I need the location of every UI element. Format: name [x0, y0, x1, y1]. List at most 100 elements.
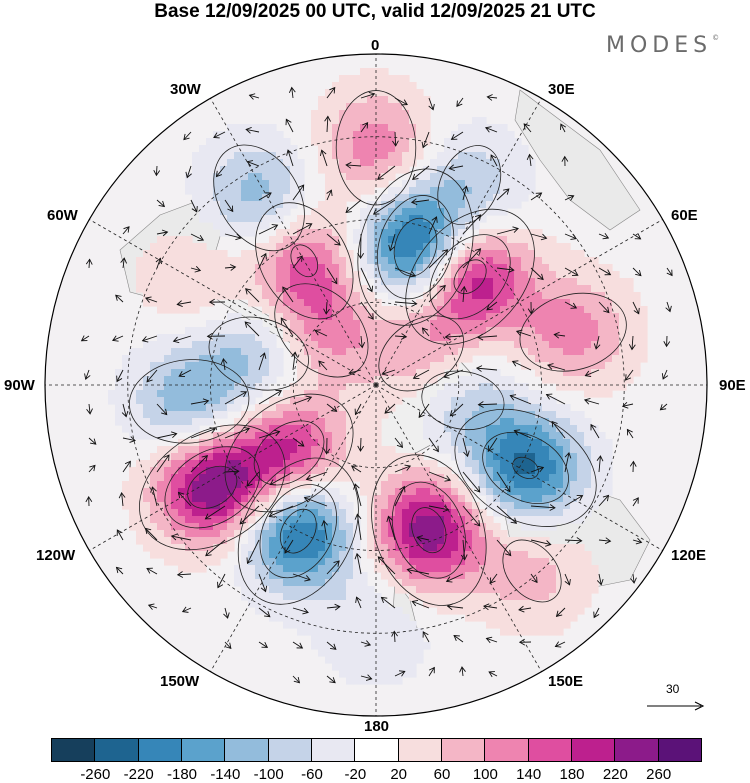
field-cell: [262, 341, 270, 349]
field-cell: [416, 537, 424, 545]
field-cell: [472, 446, 480, 454]
field-cell: [458, 376, 466, 384]
field-cell: [458, 201, 466, 209]
field-cell: [346, 89, 354, 97]
field-cell: [290, 236, 298, 244]
wind-vector-head: [115, 294, 122, 301]
field-cell: [339, 425, 347, 433]
wind-vector-head: [409, 271, 417, 278]
wind-vector-shaft: [417, 536, 430, 541]
field-cell: [500, 208, 508, 216]
field-cell: [199, 250, 207, 258]
field-cell: [381, 250, 389, 258]
wind-vector-shaft: [413, 369, 430, 379]
field-cell: [248, 418, 256, 426]
field-cell: [423, 222, 431, 230]
field-cell: [542, 425, 550, 433]
field-cell: [290, 341, 298, 349]
field-cell: [360, 236, 368, 244]
field-cell: [486, 236, 494, 244]
field-cell: [171, 306, 179, 314]
field-cell: [339, 313, 347, 321]
wind-vector-shaft: [222, 358, 226, 371]
field-cell: [157, 292, 165, 300]
field-cell: [577, 369, 585, 377]
field-cell: [598, 467, 606, 475]
field-cell: [402, 572, 410, 580]
field-cell: [584, 376, 592, 384]
field-cell: [199, 187, 207, 195]
field-cell: [171, 292, 179, 300]
wind-vector-head: [441, 249, 449, 256]
field-cell: [360, 453, 368, 461]
field-cell: [157, 474, 165, 482]
field-cell: [381, 390, 389, 398]
field-cell: [367, 145, 375, 153]
field-cell: [409, 320, 417, 328]
field-cell: [311, 229, 319, 237]
field-cell: [150, 383, 158, 391]
field-cell: [339, 306, 347, 314]
field-cell: [556, 250, 564, 258]
field-cell: [122, 369, 130, 377]
field-cell: [353, 320, 361, 328]
wind-vector-shaft: [518, 607, 532, 611]
field-cell: [381, 495, 389, 503]
field-cell: [612, 362, 620, 370]
field-cell: [500, 586, 508, 594]
field-cell: [535, 551, 543, 559]
wind-vector-head: [474, 486, 481, 493]
field-cell: [514, 628, 522, 636]
field-cell: [444, 544, 452, 552]
field-cell: [297, 565, 305, 573]
field-cell: [248, 593, 256, 601]
field-cell: [521, 502, 529, 510]
field-cell: [549, 327, 557, 335]
field-cell: [430, 250, 438, 258]
field-cell: [500, 425, 508, 433]
field-cell: [570, 285, 578, 293]
field-cell: [451, 432, 459, 440]
field-cell: [374, 159, 382, 167]
wind-vector-shaft: [560, 123, 566, 133]
field-cell: [157, 481, 165, 489]
field-cell: [444, 509, 452, 517]
field-cell: [486, 530, 494, 538]
field-cell: [577, 432, 585, 440]
wind-vector-shaft: [190, 267, 201, 272]
field-cell: [598, 481, 606, 489]
field-cell: [227, 257, 235, 265]
field-cell: [325, 600, 333, 608]
field-cell: [556, 264, 564, 272]
field-cell: [381, 334, 389, 342]
field-cell: [521, 551, 529, 559]
field-cell: [465, 397, 473, 405]
field-cell: [493, 621, 501, 629]
field-cell: [297, 558, 305, 566]
field-cell: [360, 152, 368, 160]
field-cell: [556, 432, 564, 440]
field-cell: [430, 236, 438, 244]
field-cell: [178, 523, 186, 531]
field-cell: [437, 313, 445, 321]
field-cell: [556, 299, 564, 307]
field-cell: [570, 502, 578, 510]
field-cell: [409, 649, 417, 657]
field-cell: [528, 180, 536, 188]
field-cell: [395, 138, 403, 146]
field-cell: [423, 124, 431, 132]
field-cell: [521, 425, 529, 433]
field-cell: [283, 586, 291, 594]
field-cell: [353, 285, 361, 293]
field-cell: [185, 173, 193, 181]
field-cell: [472, 404, 480, 412]
field-cell: [346, 376, 354, 384]
field-cell: [199, 544, 207, 552]
field-cell: [402, 327, 410, 335]
wind-vector-shaft: [556, 607, 566, 617]
field-cell: [367, 397, 375, 405]
field-cell: [486, 390, 494, 398]
field-cell: [171, 495, 179, 503]
field-cell: [290, 166, 298, 174]
field-cell: [430, 173, 438, 181]
